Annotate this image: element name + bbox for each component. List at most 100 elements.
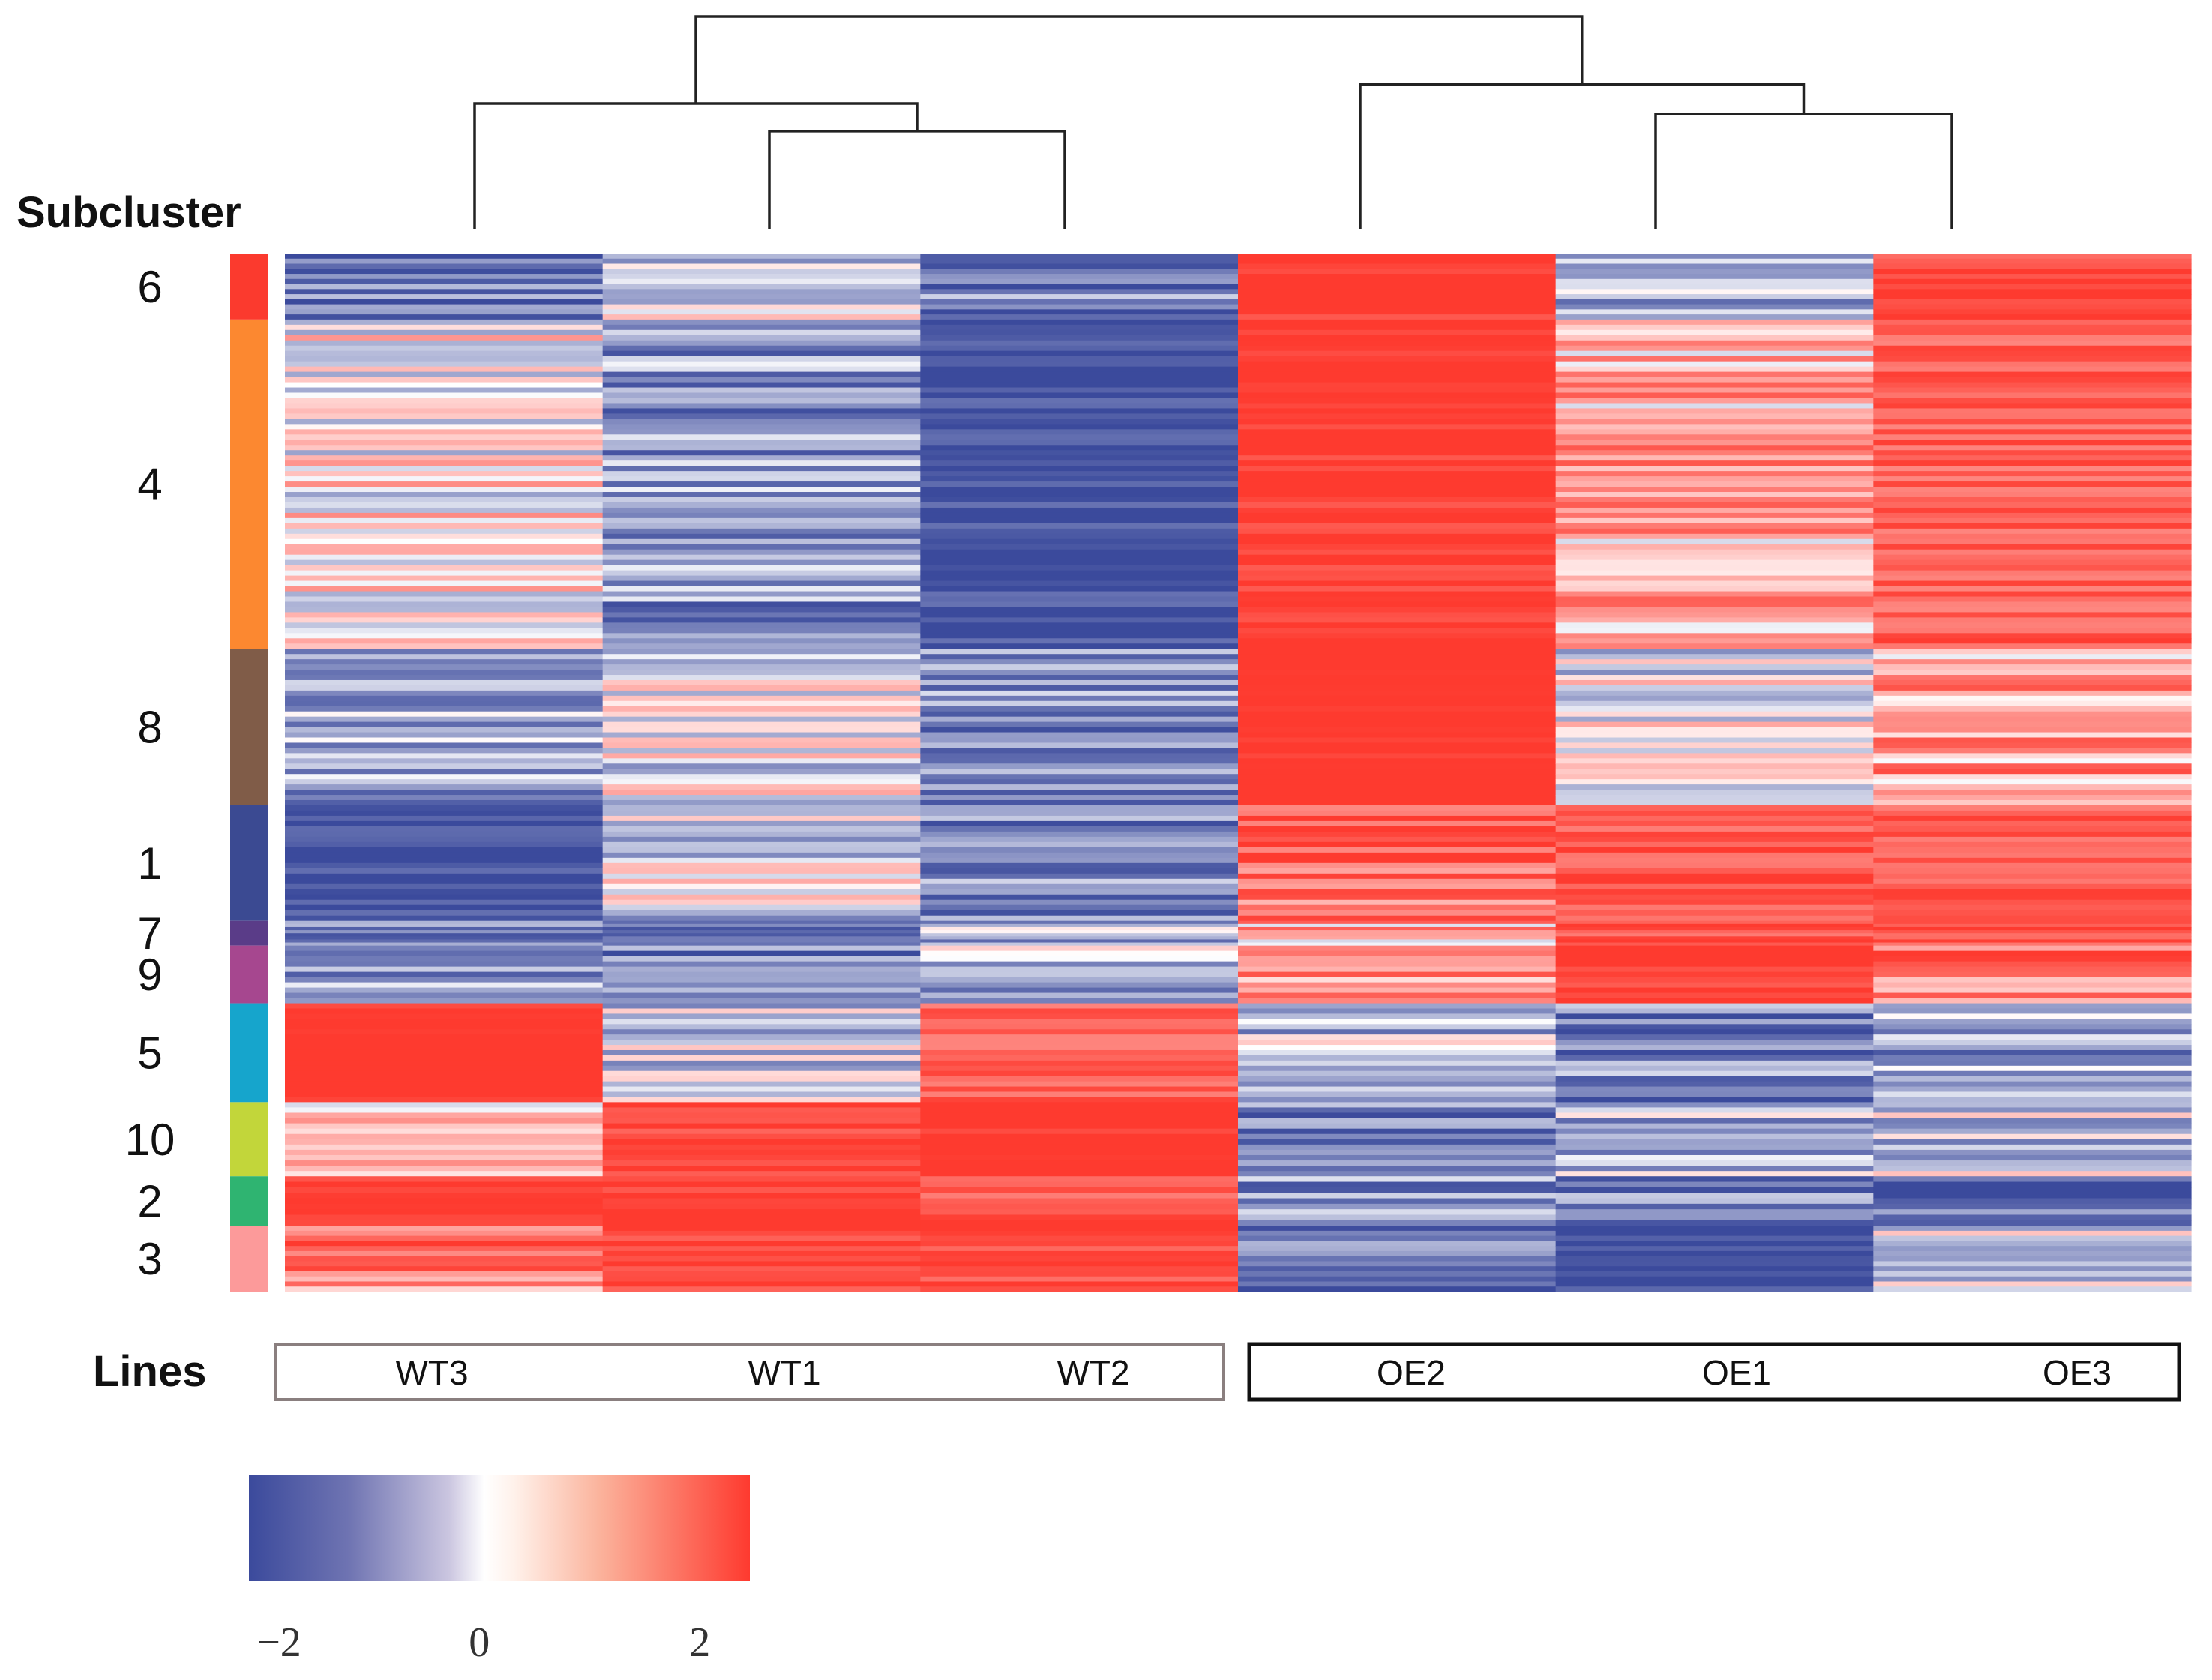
heatmap-stripe — [1238, 586, 1557, 592]
heatmap-stripe — [1873, 706, 2192, 712]
heatmap-stripe — [602, 1118, 921, 1124]
heatmap-stripe — [1238, 1003, 1557, 1010]
heatmap-stripe — [1238, 933, 1557, 937]
heatmap-stripe — [920, 376, 1239, 383]
heatmap-stripe — [920, 445, 1239, 451]
heatmap-stripe — [602, 638, 921, 644]
heatmap-stripe — [1873, 254, 2192, 260]
heatmap-stripe — [285, 361, 604, 368]
heatmap-stripe — [1238, 982, 1557, 988]
heatmap-stripe — [1555, 769, 1874, 775]
heatmap-stripe — [602, 591, 921, 598]
subcluster-bar-2 — [230, 1176, 268, 1226]
heatmap-stripe — [602, 1266, 921, 1272]
heatmap-stripe — [285, 836, 604, 843]
heatmap-stripe — [1238, 722, 1557, 728]
heatmap-stripe — [602, 1049, 921, 1056]
heatmap-stripe — [1555, 258, 1874, 265]
heatmap-stripe — [285, 923, 604, 928]
heatmap-stripe — [285, 1181, 604, 1188]
heatmap-stripe — [1555, 1049, 1874, 1056]
heatmap-stripe — [920, 784, 1239, 790]
heatmap-stripe — [1873, 1203, 2192, 1210]
heatmap-stripe — [285, 254, 604, 260]
heatmap-stripe — [1873, 607, 2192, 614]
heatmap-stripe — [1238, 1086, 1557, 1093]
heatmap-stripe — [285, 727, 604, 734]
heatmap-stripe — [1555, 602, 1874, 608]
heatmap-stripe — [1238, 926, 1557, 931]
heatmap-stripe — [920, 758, 1239, 764]
heatmap-stripe — [285, 591, 604, 598]
heatmap-stripe — [1873, 1081, 2192, 1088]
heatmap-stripe — [920, 695, 1239, 702]
heatmap-stripe — [1555, 424, 1874, 430]
heatmap-stripe — [1238, 434, 1557, 440]
heatmap-stripe — [920, 884, 1239, 890]
heatmap-stripe — [602, 1235, 921, 1242]
heatmap-stripe — [1555, 324, 1874, 331]
heatmap-stripe — [1873, 350, 2192, 357]
heatmap-stripe — [920, 575, 1239, 582]
heatmap-stripe — [1238, 1192, 1557, 1199]
heatmap-stripe — [285, 450, 604, 456]
heatmap-stripe — [1238, 706, 1557, 712]
heatmap-stripe — [920, 1049, 1239, 1056]
heatmap-stripe — [1238, 923, 1557, 928]
heatmap-stripe — [920, 910, 1239, 916]
heatmap-stripe — [1238, 554, 1557, 561]
heatmap-stripe — [285, 575, 604, 582]
heatmap-stripe — [602, 690, 921, 697]
heatmap-stripe — [920, 1060, 1239, 1066]
heatmap-stripe — [285, 440, 604, 446]
heatmap-cells — [285, 254, 2192, 1292]
heatmap-stripe — [285, 810, 604, 817]
heatmap-stripe — [1555, 1018, 1874, 1024]
heatmap-stripe — [602, 915, 921, 922]
heatmap-stripe — [1238, 700, 1557, 707]
heatmap-stripe — [1873, 413, 2192, 419]
heatmap-stripe — [1873, 450, 2192, 456]
heatmap-stripe — [1873, 795, 2192, 801]
heatmap-stripe — [1238, 1045, 1557, 1051]
heatmap-stripe — [285, 382, 604, 388]
heatmap-stripe — [285, 1281, 604, 1287]
heatmap-stripe — [1238, 1065, 1557, 1072]
heatmap-stripe — [1238, 936, 1557, 940]
heatmap-stripe — [1238, 826, 1557, 832]
heatmap-stripe — [602, 1186, 921, 1193]
heatmap-stripe — [285, 284, 604, 290]
heatmap-stripe — [602, 1154, 921, 1161]
heatmap-stripe — [285, 392, 604, 399]
heatmap-stripe — [285, 413, 604, 419]
heatmap-stripe — [1873, 466, 2192, 472]
heatmap-stripe — [920, 580, 1239, 587]
heatmap-stripe — [602, 466, 921, 472]
heatmap-stripe — [1555, 387, 1874, 394]
heatmap-stripe — [1555, 1160, 1874, 1166]
heatmap-stripe — [602, 361, 921, 368]
heatmap-stripe — [602, 800, 921, 806]
heatmap-stripe — [1555, 1220, 1874, 1226]
heatmap-stripe — [1555, 638, 1874, 644]
heatmap-stripe — [920, 1054, 1239, 1061]
heatmap-stripe — [285, 889, 604, 896]
heatmap-stripe — [1238, 424, 1557, 430]
heatmap-stripe — [920, 309, 1239, 315]
heatmap-stripe — [1873, 670, 2192, 676]
heatmap-stripe — [1555, 894, 1874, 901]
heatmap-stripe — [1873, 742, 2192, 749]
heatmap-stripe — [1555, 1171, 1874, 1177]
heatmap-stripe — [920, 992, 1239, 999]
heatmap-stripe — [920, 1118, 1239, 1124]
heatmap-stripe — [1238, 1286, 1557, 1292]
heatmap-stripe — [1873, 649, 2192, 655]
heatmap-stripe — [1238, 1128, 1557, 1135]
heatmap-stripe — [285, 987, 604, 994]
heatmap-stripe — [1238, 284, 1557, 290]
heatmap-stripe — [1555, 1214, 1874, 1221]
heatmap-stripe — [1873, 1054, 2192, 1061]
heatmap-stripe — [1555, 1076, 1874, 1082]
heatmap-stripe — [602, 554, 921, 561]
heatmap-stripe — [602, 878, 921, 885]
